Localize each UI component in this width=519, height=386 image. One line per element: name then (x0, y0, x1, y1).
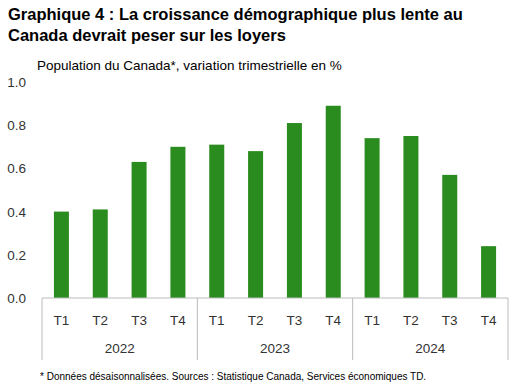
x-tick-label: T1 (209, 313, 225, 328)
group-label: 2022 (105, 341, 135, 356)
footnote: * Données désaisonnalisées. Sources : St… (40, 371, 426, 382)
x-tick-label: T1 (364, 313, 380, 328)
bars (54, 106, 496, 298)
y-tick (39, 211, 42, 212)
bar (93, 209, 108, 298)
x-tick-label: T2 (92, 313, 108, 328)
y-tick-label: 0.6 (7, 161, 26, 176)
bar (132, 162, 147, 298)
x-tick-label: T1 (54, 313, 70, 328)
y-tick (39, 168, 42, 169)
y-tick (39, 125, 42, 126)
y-tick-label: 0.2 (7, 248, 26, 263)
bar (287, 123, 302, 298)
bar (442, 175, 457, 298)
y-tick-label: 0.4 (7, 205, 26, 220)
x-axis (42, 298, 508, 299)
x-tick-label: T2 (403, 313, 419, 328)
y-tick (39, 254, 42, 255)
x-tick-label: T4 (481, 313, 497, 328)
group-divider (197, 298, 198, 360)
x-tick-label: T4 (170, 313, 186, 328)
group-divider (352, 298, 353, 360)
title-line: Canada devrait peser sur les loyers (8, 26, 286, 44)
x-tick-label: T3 (442, 313, 458, 328)
y-tick-label: 1.0 (7, 75, 26, 90)
group-divider (508, 298, 509, 360)
x-tick-label: T3 (131, 313, 147, 328)
x-tick-label: T4 (325, 313, 341, 328)
group-label: 2024 (415, 341, 446, 356)
y-tick-label: 0.0 (7, 291, 26, 306)
bar (248, 151, 263, 298)
bar (54, 212, 69, 298)
bar (170, 147, 185, 298)
title: Graphique 4 : La croissance démographiqu… (8, 5, 463, 44)
group-divider (42, 298, 43, 360)
title-line: Graphique 4 : La croissance démographiqu… (8, 5, 463, 23)
bar (481, 246, 496, 298)
group-label: 2023 (260, 341, 290, 356)
bar (326, 106, 341, 298)
x-tick-label: T2 (248, 313, 264, 328)
x-tick-label: T3 (287, 313, 303, 328)
chart-container: Graphique 4 : La croissance démographiqu… (0, 0, 519, 386)
subtitle: Population du Canada*, variation trimest… (37, 58, 342, 73)
chart: Graphique 4 : La croissance démographiqu… (0, 0, 519, 386)
bar (209, 145, 224, 298)
y-tick (39, 82, 42, 83)
bar (403, 136, 418, 298)
y-tick-label: 0.8 (7, 118, 26, 133)
bar (365, 138, 380, 298)
